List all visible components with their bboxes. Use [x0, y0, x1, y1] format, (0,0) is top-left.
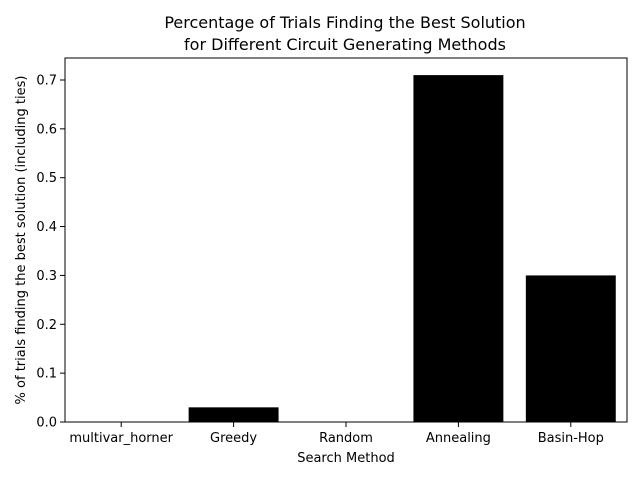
- plot-frame: [64, 57, 628, 423]
- bar-4: [525, 275, 616, 422]
- y-tick-label-1: 0.1: [36, 367, 57, 382]
- x-tick-label-1: Greedy: [210, 431, 257, 446]
- bar-1: [188, 407, 279, 422]
- x-axis-ticks: multivar_horner Greedy Random Annealing Basi…: [69, 422, 604, 446]
- x-tick-label-3: Annealing: [426, 431, 491, 446]
- y-tick-label-2: 0.2: [36, 318, 57, 333]
- y-tick-label-4: 0.4: [36, 220, 57, 235]
- y-tick-label-5: 0.5: [36, 171, 57, 186]
- x-tick-label-4: Basin-Hop: [538, 431, 604, 446]
- y-axis-label: % of trials finding the best solution (i…: [14, 76, 29, 405]
- bars-group: [188, 75, 616, 422]
- y-tick-label-6: 0.6: [36, 122, 57, 137]
- x-axis-label: Search Method: [297, 451, 395, 466]
- x-tick-label-2: Random: [319, 431, 373, 446]
- x-tick-label-0: multivar_horner: [69, 431, 173, 446]
- bar-3: [413, 75, 504, 422]
- y-axis-ticks: 0.0 0.1 0.2 0.3 0.4 0.5 0.6 0.7: [36, 73, 65, 431]
- chart-title-line-1: Percentage of Trials Finding the Best So…: [164, 13, 525, 32]
- chart-title-line-2: for Different Circuit Generating Methods: [184, 35, 506, 54]
- y-tick-label-7: 0.7: [36, 73, 57, 88]
- y-tick-label-0: 0.0: [36, 416, 57, 431]
- y-tick-label-3: 0.3: [36, 269, 57, 284]
